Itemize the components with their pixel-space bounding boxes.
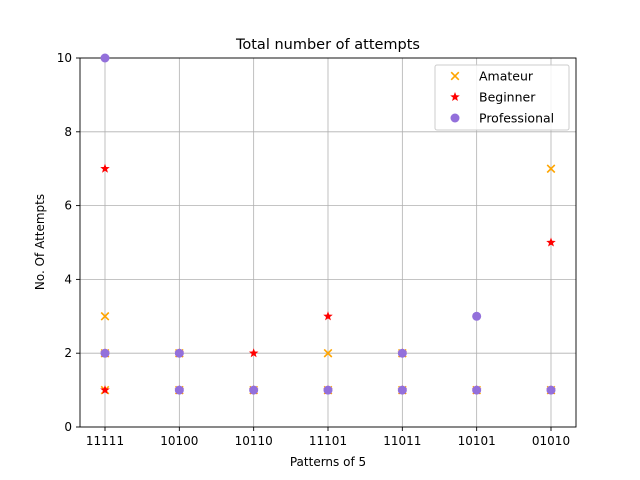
y-tick-label: 8 — [64, 125, 72, 139]
professional-point — [174, 348, 184, 358]
professional-point — [397, 385, 407, 395]
legend: Amateur Beginner Professional — [434, 64, 570, 131]
professional-point — [249, 385, 259, 395]
beginner-point — [323, 311, 333, 321]
legend-marker-amateur — [450, 71, 460, 81]
y-tick-label: 0 — [64, 420, 72, 434]
chart-title: Total number of attempts — [235, 37, 420, 53]
professional-point — [100, 53, 110, 63]
y-tick-label: 10 — [57, 51, 72, 65]
x-tick-label: 11011 — [383, 434, 421, 448]
legend-label-beginner: Beginner — [479, 90, 536, 105]
data-points — [100, 53, 556, 395]
x-tick-label: 11101 — [309, 434, 347, 448]
professional-point — [100, 348, 110, 358]
y-tick-label: 6 — [64, 199, 72, 213]
x-tick-label: 10100 — [160, 434, 198, 448]
beginner-point — [100, 385, 110, 395]
y-tick-label: 2 — [64, 346, 72, 360]
legend-marker-beginner — [450, 92, 460, 102]
professional-point — [546, 385, 556, 395]
x-tick-label: 11111 — [86, 434, 124, 448]
x-tick-label: 10110 — [235, 434, 273, 448]
professional-point — [174, 385, 184, 395]
professional-point — [323, 385, 333, 395]
y-axis-label: No. Of Attempts — [33, 194, 47, 290]
x-axis-label: Patterns of 5 — [290, 455, 366, 469]
legend-label-professional: Professional — [479, 111, 554, 126]
beginner-point — [100, 163, 110, 173]
amateur-point — [546, 164, 556, 174]
amateur-point — [100, 311, 110, 321]
legend-marker-professional — [450, 113, 460, 123]
legend-label-amateur: Amateur — [479, 69, 534, 84]
legend-box — [434, 64, 570, 131]
x-tick-label: 01010 — [532, 434, 570, 448]
professional-point — [472, 385, 482, 395]
beginner-point — [248, 348, 259, 358]
professional-point — [397, 348, 407, 358]
axes: 11111 10100 10110 11101 11011 10101 01010 0 2 4 6 8… — [57, 51, 577, 448]
beginner-point — [546, 237, 556, 247]
x-tick-label: 10101 — [458, 434, 496, 448]
amateur-point — [323, 348, 333, 358]
y-tick-label: 4 — [64, 272, 72, 286]
professional-point — [472, 311, 482, 321]
